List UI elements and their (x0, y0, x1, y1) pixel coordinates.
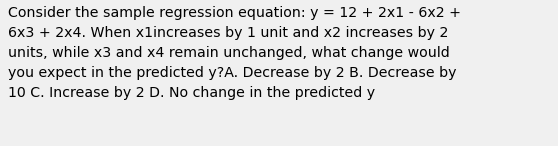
Text: Consider the sample regression equation: y = 12 + 2x1 - 6x2 +
6x3 + 2x4. When x1: Consider the sample regression equation:… (8, 6, 461, 100)
